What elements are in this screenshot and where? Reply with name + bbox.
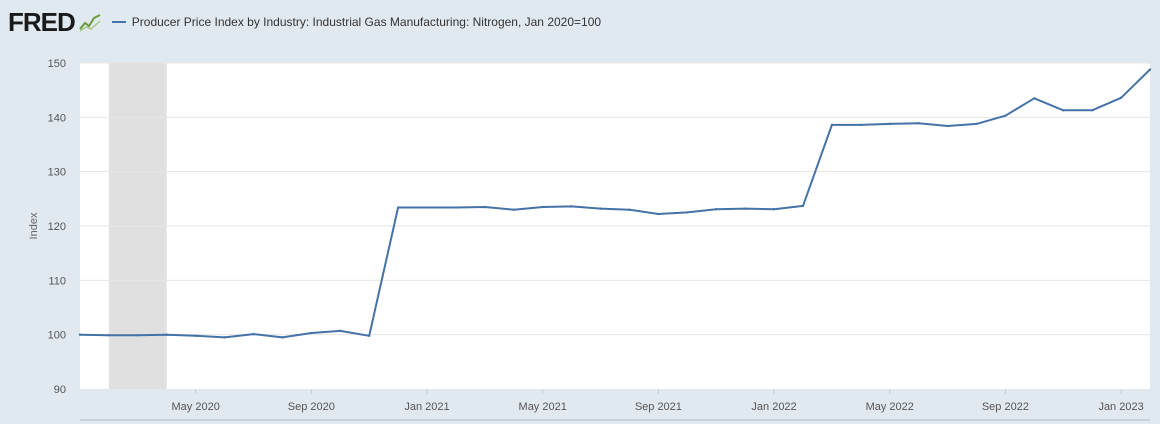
data-point-2022-06[interactable] — [917, 122, 920, 125]
data-point-2020-01[interactable] — [78, 333, 82, 336]
x-tick-label: Sep 2020 — [288, 401, 335, 413]
data-point-2020-09[interactable] — [310, 331, 313, 335]
data-point-2021-04[interactable] — [512, 208, 515, 211]
data-point-2020-03[interactable] — [136, 334, 140, 337]
data-point-2021-07[interactable] — [599, 207, 602, 210]
data-point-2021-05[interactable] — [541, 205, 544, 209]
y-axis-title: Index — [28, 212, 40, 239]
y-tick-label: 130 — [48, 167, 66, 179]
data-point-2023-01[interactable] — [1119, 96, 1123, 99]
data-point-2021-01[interactable] — [425, 206, 429, 209]
line-graph-icon — [77, 12, 102, 32]
x-tick-label: Sep 2021 — [635, 401, 682, 413]
legend-series-label[interactable]: Producer Price Index by Industry: Indust… — [131, 15, 602, 29]
data-point-2020-04[interactable] — [165, 333, 168, 336]
data-point-2021-06[interactable] — [570, 205, 573, 208]
data-point-2021-11[interactable] — [715, 207, 718, 211]
data-point-2020-12[interactable] — [396, 206, 400, 209]
data-point-2022-09[interactable] — [1004, 114, 1007, 117]
chart-header: FRED Producer Price Index by Industry: I… — [8, 6, 602, 37]
data-point-2022-03[interactable] — [830, 123, 834, 127]
x-tick-label: Jan 2023 — [1098, 401, 1143, 413]
data-point-2020-10[interactable] — [339, 329, 342, 333]
data-point-2022-08[interactable] — [975, 122, 978, 126]
y-tick-label: 90 — [54, 384, 66, 396]
legend: Producer Price Index by Industry: Indust… — [111, 15, 602, 29]
series-line[interactable] — [79, 68, 1151, 339]
data-point-2021-10[interactable] — [686, 211, 689, 214]
data-points — [78, 68, 1152, 339]
y-tick-label: 120 — [48, 221, 66, 233]
x-axis-ticks: May 2020 Sep 2020 Jan 2021 May 2021 Sep 2021… — [172, 389, 1144, 413]
fred-logo[interactable]: FRED — [8, 6, 76, 37]
data-point-2020-08[interactable] — [281, 336, 284, 339]
y-tick-label: 150 — [48, 58, 66, 70]
data-point-2022-02[interactable] — [801, 204, 805, 208]
data-point-2020-05[interactable] — [194, 334, 197, 337]
data-point-2021-03[interactable] — [483, 205, 487, 209]
y-tick-label: 140 — [48, 112, 66, 124]
data-point-2023-02[interactable] — [1148, 68, 1152, 71]
y-axis-ticks: 90 100 110 120 130 140 150 — [48, 58, 66, 396]
y-tick-label: 100 — [48, 330, 66, 342]
data-point-2022-05[interactable] — [888, 122, 891, 126]
x-tick-label: Jan 2022 — [751, 401, 796, 413]
data-point-2020-07[interactable] — [252, 332, 255, 336]
data-point-2020-02[interactable] — [107, 334, 111, 337]
data-point-2022-01[interactable] — [772, 207, 776, 211]
data-point-2020-06[interactable] — [223, 336, 226, 339]
data-point-2022-10[interactable] — [1033, 97, 1036, 100]
data-point-2021-08[interactable] — [628, 208, 631, 211]
x-tick-label: May 2020 — [172, 401, 220, 413]
data-point-2021-02[interactable] — [454, 206, 458, 209]
x-tick-label: May 2022 — [866, 401, 914, 413]
data-point-2022-12[interactable] — [1090, 109, 1094, 112]
data-point-2021-12[interactable] — [743, 207, 747, 210]
x-tick-label: Jan 2021 — [404, 401, 449, 413]
data-point-2022-04[interactable] — [859, 123, 863, 127]
data-point-2022-07[interactable] — [946, 124, 949, 128]
x-tick-label: Sep 2022 — [982, 401, 1029, 413]
y-tick-label: 110 — [48, 275, 66, 287]
data-point-2021-09[interactable] — [657, 212, 660, 216]
data-point-2022-11[interactable] — [1062, 109, 1065, 112]
data-point-2020-11[interactable] — [367, 334, 371, 337]
legend-swatch — [111, 21, 126, 23]
x-tick-label: May 2021 — [519, 401, 567, 413]
